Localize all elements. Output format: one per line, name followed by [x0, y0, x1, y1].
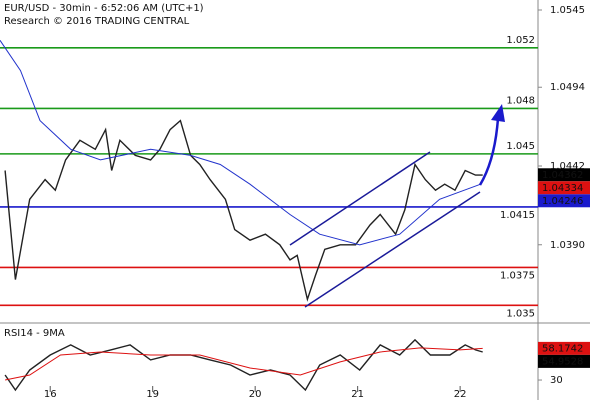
series-line	[4, 338, 483, 392]
channel-upper	[289, 151, 431, 246]
value-box	[538, 181, 590, 195]
x-tick-label: 21	[351, 389, 364, 400]
chart-subtitle: Research © 2016 TRADING CENTRAL	[4, 16, 190, 27]
level-label: 1.045	[506, 141, 535, 152]
y-tick-label: 1.0494	[550, 82, 585, 93]
value-box	[538, 168, 590, 182]
chart-title: EUR/USD - 30min - 6:52:06 AM (UTC+1)	[4, 3, 204, 14]
y-tick-label: 1.0545	[550, 5, 585, 16]
value-box-label: 58.1742	[542, 343, 583, 354]
value-box-label: 1.04362	[542, 170, 583, 181]
y-tick-label: 30	[550, 375, 563, 386]
x-tick-label: 19	[146, 389, 159, 400]
y-tick-label: 1.0390	[550, 240, 585, 251]
level-label: 1.0375	[500, 270, 535, 281]
series-line	[5, 347, 483, 381]
trend-drawings	[289, 104, 505, 308]
level-label: 1.048	[506, 95, 535, 106]
level-label: 1.0415	[500, 210, 535, 221]
x-tick-label: 22	[454, 389, 467, 400]
series-line	[0, 40, 481, 246]
x-tick-label: 16	[44, 389, 57, 400]
level-label: 1.035	[506, 308, 535, 319]
value-box	[538, 341, 590, 355]
channel-lower	[304, 191, 481, 308]
arrow-head	[491, 104, 505, 122]
forecast-arrow	[478, 117, 500, 186]
value-box-label: 1.04246	[542, 196, 583, 207]
rsi-title: RSI14 - 9MA	[4, 328, 65, 339]
value-box-label: 1.04334	[542, 183, 583, 194]
series-line	[4, 119, 483, 302]
level-label: 1.052	[506, 35, 535, 46]
value-box-label: 54.9528	[542, 356, 583, 367]
value-box	[538, 194, 590, 208]
value-box	[538, 354, 590, 368]
x-tick-label: 20	[249, 389, 262, 400]
y-tick-label: 1.0442	[550, 161, 585, 172]
